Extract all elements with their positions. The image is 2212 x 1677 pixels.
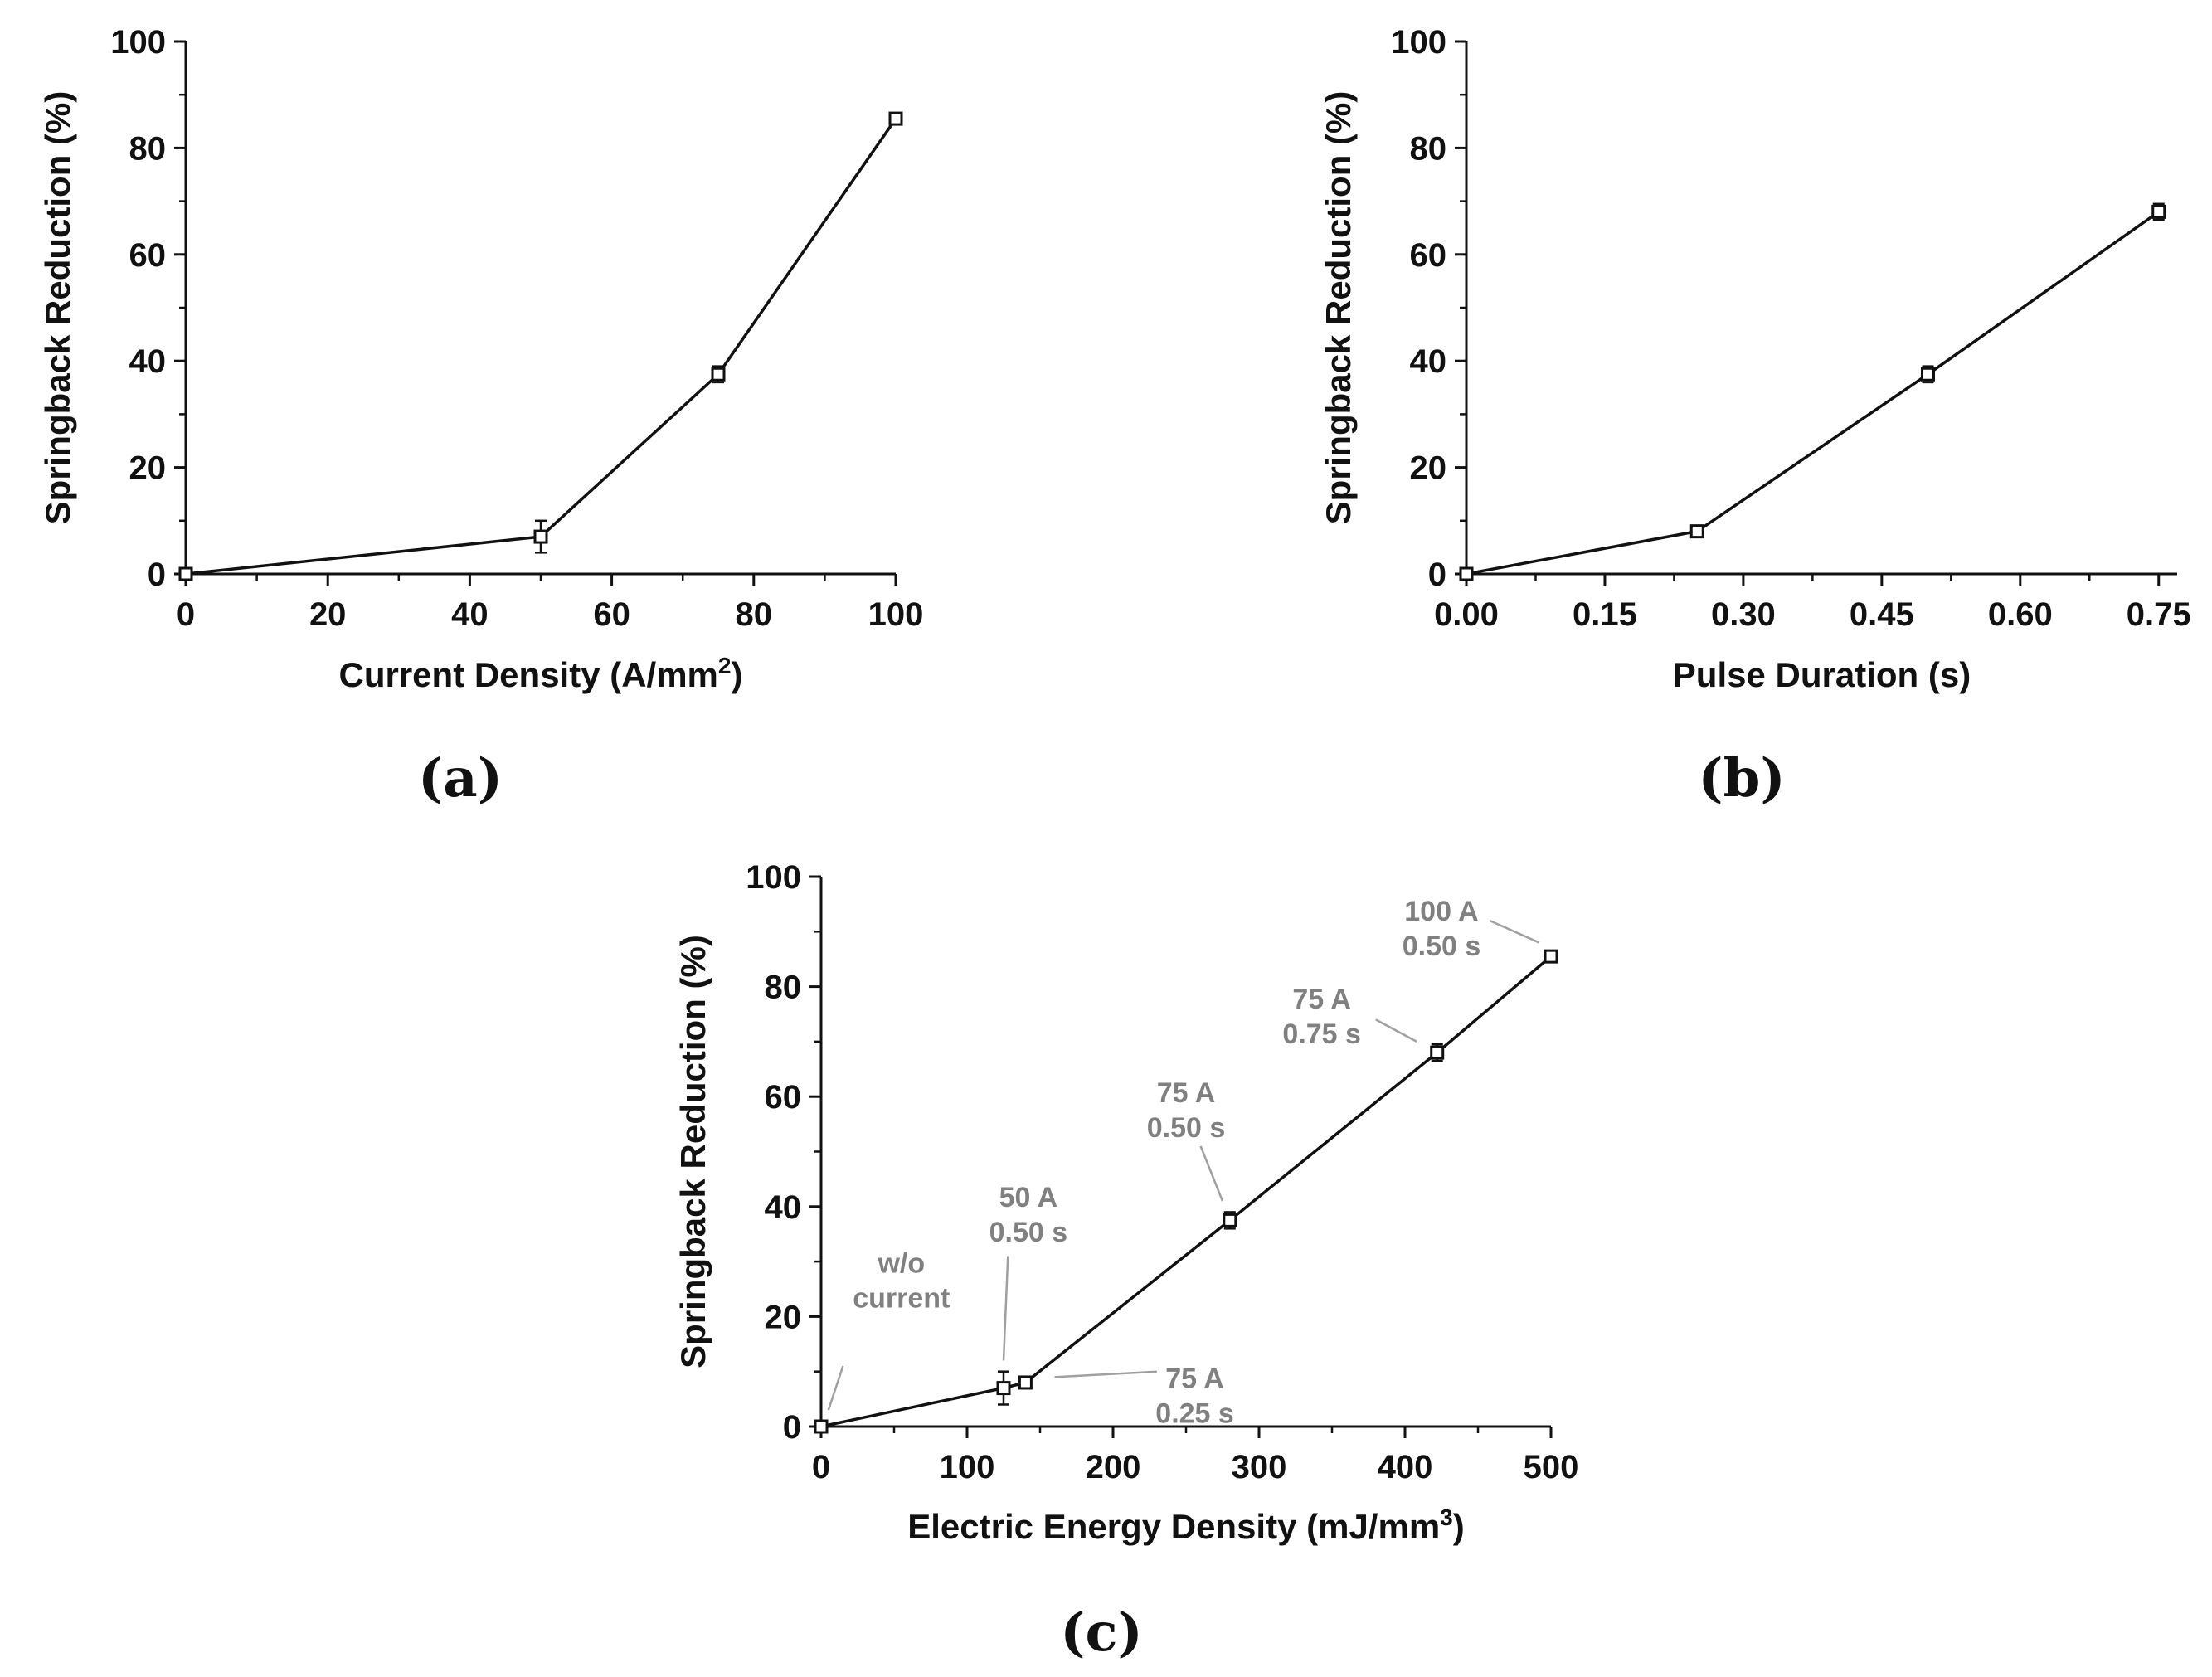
- y-axis-title: Springback Reduction (%): [1319, 91, 1358, 525]
- x-tick-label: 0.30: [1711, 596, 1776, 633]
- chart-c: 0 20 40 60 80 100 0 100 200 300 400 500 Electric Ene…: [673, 859, 1578, 1664]
- x-tick-label: 100: [868, 596, 924, 633]
- y-tick-label: 80: [765, 970, 802, 1006]
- x-axis-title-superscript: 3: [1440, 1504, 1453, 1530]
- y-tick-label: 20: [765, 1299, 802, 1335]
- series-line: [185, 118, 897, 576]
- y-tick-label: 100: [110, 24, 166, 61]
- y-tick-label: 60: [765, 1079, 802, 1116]
- y-tick-label: 0: [783, 1409, 801, 1446]
- x-tick-label: 0.60: [1988, 596, 2053, 633]
- series-line: [1466, 211, 2160, 576]
- panel-label: (a): [418, 747, 503, 809]
- data-point: [1689, 524, 1704, 539]
- y-tick-label: 0: [148, 557, 166, 593]
- annotation-leader: [1002, 1256, 1009, 1361]
- y-tick-label: 60: [1410, 237, 1447, 274]
- x-tick-label: 400: [1378, 1449, 1433, 1485]
- annotation-label: 75 A: [1157, 1077, 1216, 1109]
- data-point: [996, 1381, 1011, 1396]
- annotation-label: 0.75 s: [1282, 1018, 1361, 1050]
- x-axis-title-text: Pulse Duration (s): [1673, 655, 1971, 694]
- data-point: [814, 1419, 829, 1434]
- data-point: [1920, 367, 1935, 382]
- annotation-leader: [827, 1365, 844, 1411]
- data-point: [1459, 566, 1474, 581]
- y-tick-label: 60: [129, 237, 167, 274]
- x-tick-label: 300: [1232, 1449, 1287, 1485]
- x-tick-label: 0: [812, 1449, 830, 1485]
- data-point: [1018, 1375, 1033, 1390]
- x-axis-title-end: ): [731, 655, 742, 694]
- data-point: [888, 111, 903, 126]
- x-axis-title-text: Electric Energy Density (mJ/mm: [907, 1507, 1440, 1546]
- annotation-label: 75 A: [1292, 984, 1351, 1015]
- y-tick-label: 40: [765, 1189, 802, 1226]
- annotation-label: 0.50 s: [1403, 931, 1481, 962]
- x-axis-title: Electric Energy Density (mJ/mm3): [907, 1504, 1465, 1546]
- annotation-label: 100 A: [1404, 896, 1478, 927]
- x-tick-label: 0.00: [1434, 596, 1499, 633]
- x-tick-label: 0.75: [2127, 596, 2191, 633]
- data-point: [1223, 1213, 1237, 1227]
- panel-label: (c): [1060, 1602, 1143, 1664]
- data-point: [1430, 1045, 1445, 1060]
- y-tick-label: 20: [1410, 450, 1447, 487]
- y-axis-title: Springback Reduction (%): [38, 91, 77, 525]
- x-tick-label: 100: [940, 1449, 995, 1485]
- y-tick-label: 40: [129, 343, 167, 380]
- x-axis-title: Pulse Duration (s): [1673, 655, 1971, 694]
- annotation-label: 0.50 s: [1147, 1112, 1226, 1144]
- x-tick-label: 80: [736, 596, 773, 633]
- data-point: [1544, 949, 1558, 964]
- annotation-label: 0.50 s: [989, 1217, 1068, 1248]
- x-tick-label: 20: [309, 596, 347, 633]
- x-axis-title-superscript: 2: [718, 653, 732, 678]
- y-tick-label: 100: [746, 859, 801, 896]
- data-point: [2151, 204, 2166, 219]
- annotation-leader: [1489, 919, 1540, 944]
- x-tick-label: 60: [593, 596, 630, 633]
- y-tick-label: 100: [1391, 24, 1446, 61]
- y-axis-title: Springback Reduction (%): [673, 935, 712, 1368]
- y-tick-label: 40: [1410, 343, 1447, 380]
- chart-a: 0 20 40 60 80 100 0 20 40 60 80 100 Current Density …: [38, 24, 923, 809]
- annotation-label: 0.25 s: [1155, 1398, 1234, 1430]
- data-point: [533, 529, 548, 544]
- series-line: [820, 955, 1553, 1428]
- x-axis-title-text: Current Density (A/mm: [339, 655, 718, 694]
- y-tick-label: 80: [1410, 130, 1447, 167]
- x-tick-label: 200: [1086, 1449, 1141, 1485]
- x-tick-label: 40: [451, 596, 489, 633]
- x-tick-label: 0.45: [1850, 596, 1914, 633]
- y-tick-label: 0: [1428, 557, 1446, 593]
- x-axis-title-end: ): [1453, 1507, 1465, 1546]
- annotation-label: current: [853, 1282, 950, 1314]
- x-tick-label: 0.15: [1573, 596, 1637, 633]
- x-tick-label: 500: [1524, 1449, 1579, 1485]
- annotation-leader: [1054, 1370, 1157, 1378]
- data-point: [711, 367, 726, 382]
- annotation-label: 75 A: [1165, 1363, 1224, 1395]
- data-point: [178, 566, 193, 581]
- annotation-label: 50 A: [999, 1182, 1058, 1213]
- chart-b: 0 20 40 60 80 100 0.00 0.15 0.30 0.45 0.60 0.75 Puls…: [1319, 24, 2191, 809]
- annotation-label: w/o: [877, 1247, 925, 1279]
- annotation-leader: [1375, 1018, 1417, 1043]
- x-axis-title: Current Density (A/mm2): [339, 653, 743, 694]
- annotation-leader: [1199, 1145, 1224, 1202]
- x-tick-label: 0: [177, 596, 195, 633]
- y-tick-label: 20: [129, 450, 167, 487]
- panel-label: (b): [1698, 747, 1785, 809]
- y-tick-label: 80: [129, 130, 167, 167]
